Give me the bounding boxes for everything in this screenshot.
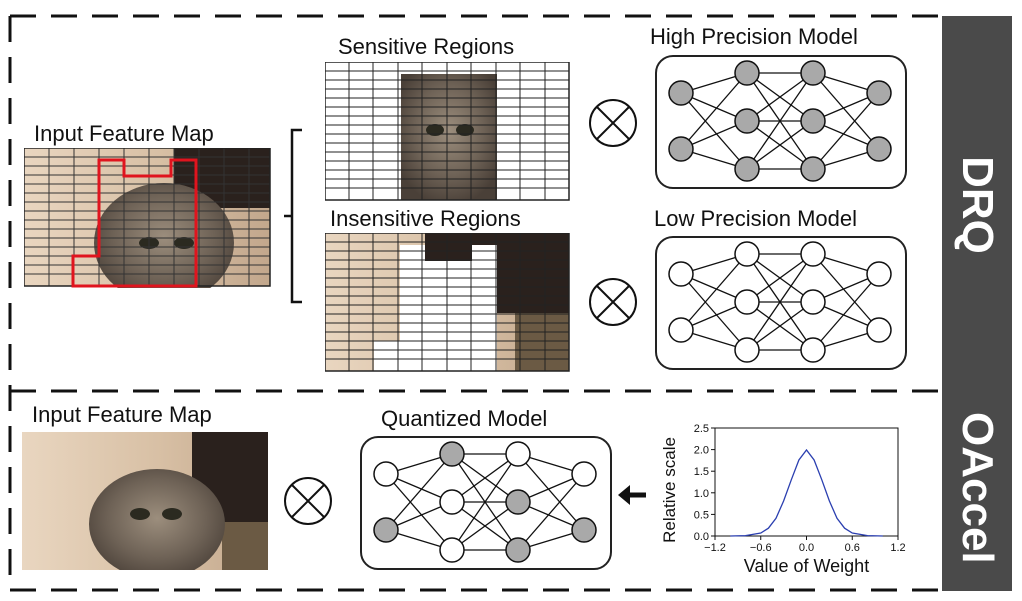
network-edge [746, 301, 814, 351]
drq-label: DRQ [953, 156, 1002, 254]
network-node [800, 108, 826, 134]
network-node [800, 156, 826, 182]
y-tick-label: 0.5 [694, 509, 709, 521]
left-arrow-icon [618, 485, 646, 505]
network-edge [680, 253, 748, 331]
oaccel-input-map-title: Input Feature Map [32, 402, 212, 427]
network-edge [385, 453, 453, 531]
network-node [734, 156, 760, 182]
quantized-network [373, 441, 597, 563]
y-axis-label: Relative scale [660, 437, 679, 543]
network-edge [451, 453, 519, 551]
sidebar [942, 16, 1012, 591]
sensitive-regions-map [325, 62, 570, 201]
low-precision-model-title: Low Precision Model [654, 206, 857, 231]
network-node [866, 317, 892, 343]
network-node [439, 537, 465, 563]
quantized-model-title: Quantized Model [381, 406, 548, 431]
high-precision-network-box [655, 55, 907, 189]
network-edge [385, 473, 453, 551]
oaccel-label: OAccel [953, 412, 1002, 564]
oaccel-input-image [22, 432, 268, 570]
network-node [866, 80, 892, 106]
network-node [571, 517, 597, 543]
chart-plot-area [714, 427, 899, 537]
network-node [668, 317, 694, 343]
network-node [505, 489, 531, 515]
network-edge [746, 120, 814, 170]
network-edge [812, 273, 880, 351]
network-node [373, 517, 399, 543]
network-node [800, 60, 826, 86]
network-node [866, 136, 892, 162]
x-tick-label: 0.6 [845, 542, 860, 554]
high-precision-model-title: High Precision Model [650, 24, 858, 49]
network-node [734, 241, 760, 267]
network-node [800, 337, 826, 363]
otimes-icon [589, 278, 637, 326]
x-tick-label: 1.2 [890, 542, 905, 554]
network-node [505, 537, 531, 563]
network-node [734, 108, 760, 134]
network-node [439, 489, 465, 515]
otimes-icon [284, 477, 332, 525]
network-node [668, 80, 694, 106]
drq-input-map-title: Input Feature Map [34, 121, 214, 146]
network-edge [451, 501, 519, 551]
x-tick-label: 0.0 [799, 542, 814, 554]
otimes-icon [589, 99, 637, 147]
network-edge [517, 473, 585, 551]
network-edge [746, 72, 814, 170]
network-edge [680, 72, 748, 150]
network-edge [746, 72, 814, 122]
network-node [800, 241, 826, 267]
network-node [668, 136, 694, 162]
insensitive-regions-map [325, 233, 570, 372]
y-tick-label: 1.0 [694, 488, 709, 500]
sensitive-regions-title: Sensitive Regions [338, 34, 515, 59]
network-edge [812, 92, 880, 170]
y-tick-label: 2.5 [694, 423, 709, 435]
y-tick-label: 1.5 [694, 466, 709, 478]
series-line [730, 448, 883, 537]
network-edge [680, 92, 748, 170]
weight-distribution-chart: −1.2 −0.6 0.0 0.6 1.2 0.0 0.5 1.0 1.5 2.0 2.5 Value… [660, 423, 906, 576]
sensitive-region-outline [71, 158, 198, 288]
drq-input-feature-map [24, 148, 271, 288]
y-tick-label: 0.0 [694, 531, 709, 543]
network-node [571, 461, 597, 487]
split-bracket [284, 128, 302, 304]
x-tick-label: −1.2 [704, 542, 726, 554]
network-node [800, 289, 826, 315]
network-edge [812, 72, 880, 150]
network-node [505, 441, 531, 467]
x-axis-label: Value of Weight [744, 556, 869, 576]
network-node [866, 261, 892, 287]
low-precision-network [668, 241, 892, 363]
network-edge [812, 253, 880, 331]
network-node [734, 337, 760, 363]
network-node [734, 289, 760, 315]
high-precision-network [668, 60, 892, 182]
y-tick-label: 2.0 [694, 445, 709, 457]
x-tick-label: −0.6 [750, 542, 772, 554]
network-edge [517, 453, 585, 531]
network-edge [746, 253, 814, 351]
network-node [734, 60, 760, 86]
network-node [439, 441, 465, 467]
network-edge [746, 253, 814, 303]
network-edge [451, 453, 519, 503]
network-node [668, 261, 694, 287]
insensitive-regions-title: Insensitive Regions [330, 206, 521, 231]
network-edge [680, 273, 748, 351]
network-node [373, 461, 399, 487]
